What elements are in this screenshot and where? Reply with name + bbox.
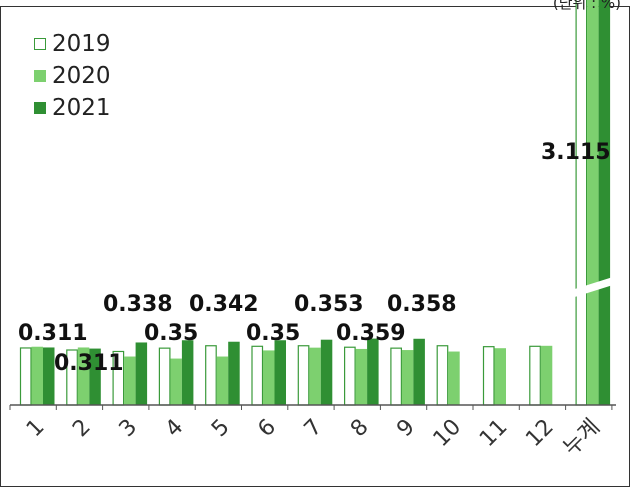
data-label: 0.338: [103, 292, 173, 317]
bar-2021-8: [367, 338, 379, 405]
bar-2019-누계: [575, 0, 588, 406]
data-label: 0.342: [189, 292, 259, 317]
bar-2020-5: [216, 356, 229, 405]
x-tick-label: 4: [161, 415, 189, 443]
bar-2021-5: [228, 341, 240, 405]
x-tick-label: 9: [392, 415, 420, 443]
bar-2019-7: [297, 345, 310, 406]
legend-label: 2021: [52, 95, 111, 121]
bar-2021-7: [320, 339, 333, 405]
x-tick-label: 누계: [559, 415, 605, 461]
legend-swatch: [34, 70, 46, 82]
legend-item-2020: 2020: [34, 60, 111, 92]
x-tick-label: 11: [475, 415, 512, 452]
data-label: 0.311: [54, 351, 124, 376]
bar-2019-11: [482, 346, 495, 406]
x-tick-label: 1: [22, 415, 50, 443]
legend-label: 2020: [52, 63, 111, 89]
bar-2019-8: [344, 346, 356, 406]
bar-2020-11: [494, 348, 506, 405]
bar-2020-3: [124, 356, 136, 405]
x-tick-label: 12: [521, 415, 558, 452]
data-label: 0.35: [144, 321, 198, 346]
legend-item-2021: 2021: [34, 92, 111, 124]
legend-swatch: [34, 38, 46, 50]
data-label: 0.359: [336, 321, 406, 346]
bar-2020-7: [309, 347, 321, 405]
x-axis: [9, 404, 616, 410]
tick-labels-group: 1 2 3 4 5 6 7 8 9 10 11 12 누계: [22, 415, 605, 461]
bar-2020-6: [263, 350, 275, 405]
data-label: 3.115: [541, 140, 611, 165]
bar-2021-4: [181, 340, 194, 405]
unit-label: (단위 : %): [552, 0, 621, 12]
x-tick-label: 8: [346, 415, 374, 443]
legend-swatch: [34, 102, 46, 114]
legend-label: 2019: [52, 31, 111, 57]
legend: 2019 2020 2021: [34, 28, 111, 124]
bar-2019-4: [158, 347, 171, 406]
bars-group: [19, 0, 617, 406]
bar-2021-2: [89, 348, 101, 405]
x-tick-label: 5: [207, 415, 235, 443]
bar-2021-누계: [598, 0, 611, 406]
bar-2020-2: [77, 347, 90, 405]
x-tick-label: 10: [429, 415, 466, 452]
bar-2019-10: [436, 345, 449, 406]
data-labels-group: 0.311 0.311 0.338 0.35 0.342 0.35 0.353 0.359 0.…: [18, 140, 611, 376]
x-tick-label: 7: [300, 415, 328, 443]
bar-2020-8: [355, 348, 368, 405]
bar-2020-9: [401, 350, 414, 405]
data-label: 0.353: [294, 292, 364, 317]
x-tick-label: 2: [68, 415, 96, 443]
data-label: 0.35: [246, 321, 300, 346]
x-tick-label: 3: [115, 415, 143, 443]
bar-2021-6: [274, 340, 286, 405]
bar-2019-12: [529, 345, 541, 406]
legend-item-2019: 2019: [34, 28, 111, 60]
data-label: 0.358: [387, 292, 457, 317]
bar-2021-9: [413, 338, 425, 405]
bar-2019-5: [205, 345, 217, 406]
bar-2020-누계: [587, 0, 599, 406]
x-tick-label: 6: [253, 415, 281, 443]
bar-2019-9: [390, 347, 402, 406]
bar-2019-6: [251, 345, 264, 406]
data-label: 0.311: [18, 321, 88, 346]
bar-2021-1: [43, 347, 55, 405]
bar-2020-12: [540, 345, 553, 405]
bar-2019-1: [19, 347, 32, 406]
axis-break-mark: [571, 276, 617, 298]
bar-2020-10: [448, 351, 460, 405]
bar-2020-1: [31, 346, 43, 405]
bar-2021-3: [135, 342, 148, 405]
bar-2020-4: [170, 358, 182, 405]
